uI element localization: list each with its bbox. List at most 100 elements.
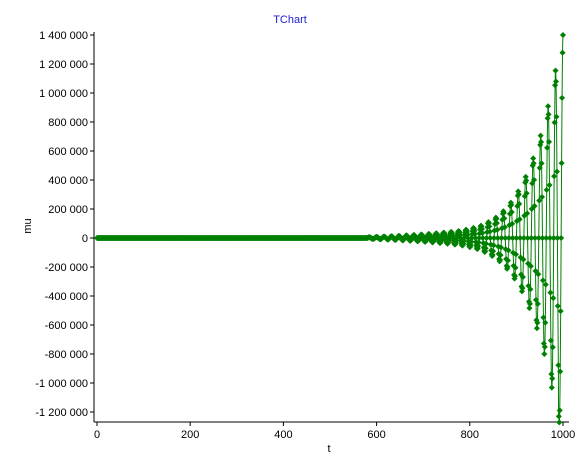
data-point: [497, 252, 504, 259]
data-point: [559, 31, 567, 39]
data-point: [460, 237, 467, 245]
data-point: [516, 200, 523, 207]
y-tick-label: 600 000: [48, 146, 88, 158]
x-tick-label: 600: [367, 429, 385, 441]
data-point: [497, 256, 504, 263]
data-point: [539, 277, 546, 284]
y-tick-label: -1 000 000: [35, 378, 88, 390]
data-point: [511, 273, 519, 280]
data-point: [497, 244, 505, 251]
data-point: [545, 103, 552, 110]
data-point: [483, 240, 490, 247]
data-point: [551, 173, 558, 180]
data-point: [535, 271, 542, 278]
y-tick-label: 800 000: [48, 117, 88, 129]
data-point: [531, 203, 538, 210]
data-point: [556, 419, 563, 426]
data-point: [523, 177, 530, 184]
axis-layer: [93, 32, 569, 423]
data-point: [523, 190, 530, 197]
data-point: [526, 300, 533, 307]
chart-title: TChart: [273, 14, 307, 26]
data-point: [475, 242, 482, 250]
data-point: [539, 193, 546, 200]
data-point: [486, 223, 493, 230]
data-point: [538, 138, 545, 145]
data-point: [534, 319, 541, 326]
data-point: [494, 226, 501, 233]
y-tick-label: 1 000 000: [39, 88, 88, 100]
data-point: [508, 201, 515, 208]
data-point: [509, 220, 516, 227]
data-point: [512, 264, 519, 271]
data-point: [558, 234, 565, 242]
data-point: [520, 256, 527, 263]
data-point: [502, 246, 509, 253]
data-point: [547, 337, 554, 344]
x-tick-label: 800: [461, 429, 479, 441]
data-point: [501, 215, 508, 222]
data-point: [552, 67, 559, 74]
x-axis-title: t: [327, 443, 330, 455]
data-point: [512, 251, 519, 258]
data-point: [501, 224, 508, 231]
plot-area: [94, 32, 569, 422]
data-point: [504, 257, 512, 264]
data-point: [533, 325, 540, 332]
x-tick-label: 400: [274, 429, 292, 441]
x-tick-label: 200: [181, 429, 199, 441]
data-point: [542, 281, 549, 288]
data-point: [557, 308, 564, 315]
data-point: [504, 263, 511, 270]
data-point: [555, 413, 562, 420]
data-point: [557, 368, 564, 375]
data-point: [545, 138, 553, 145]
data-point: [552, 82, 559, 89]
data-point: [544, 144, 551, 151]
data-point: [549, 375, 556, 382]
y-tick-label: -200 000: [45, 262, 88, 274]
data-point: [486, 228, 493, 235]
data-point: [559, 49, 566, 56]
data-point: [515, 191, 522, 198]
data-point: [559, 94, 566, 101]
data-point: [532, 296, 539, 303]
y-tick-label: -1 200 000: [35, 407, 88, 419]
data-point: [490, 248, 497, 255]
data-point: [519, 285, 526, 292]
data-point: [493, 220, 500, 227]
data-point: [517, 254, 524, 261]
series-layer: [93, 31, 567, 426]
y-tick-label: 0: [82, 233, 88, 245]
data-point: [519, 274, 526, 281]
data-point: [540, 314, 547, 321]
data-point: [541, 350, 548, 358]
x-tick-label: 1000: [551, 429, 575, 441]
y-tick-label: 1 400 000: [39, 30, 88, 42]
x-tick-label: 0: [94, 429, 100, 441]
y-axis-title: mu: [22, 218, 34, 233]
data-point: [549, 344, 556, 351]
data-point: [505, 247, 512, 254]
data-point: [543, 186, 550, 193]
y-tick-label: 1 200 000: [39, 59, 88, 71]
data-point: [536, 197, 543, 204]
data-point: [551, 119, 558, 126]
data-point: [526, 305, 533, 312]
data-point: [541, 343, 548, 350]
data-point: [528, 205, 535, 212]
data-point: [490, 242, 497, 249]
data-point: [524, 210, 531, 217]
data-point: [548, 384, 555, 391]
data-point: [547, 289, 554, 296]
data-point: [545, 111, 552, 118]
y-tick-label: -600 000: [45, 320, 88, 332]
data-point: [556, 407, 563, 414]
y-tick-label: 200 000: [48, 204, 88, 216]
tick-layer: 0 200 400 600 800 1000 1 400 000 1 200 000 1 000…: [35, 30, 575, 441]
data-point: [500, 209, 507, 216]
data-point: [527, 286, 534, 293]
data-point: [538, 160, 545, 167]
y-tick-label: -800 000: [45, 349, 88, 361]
